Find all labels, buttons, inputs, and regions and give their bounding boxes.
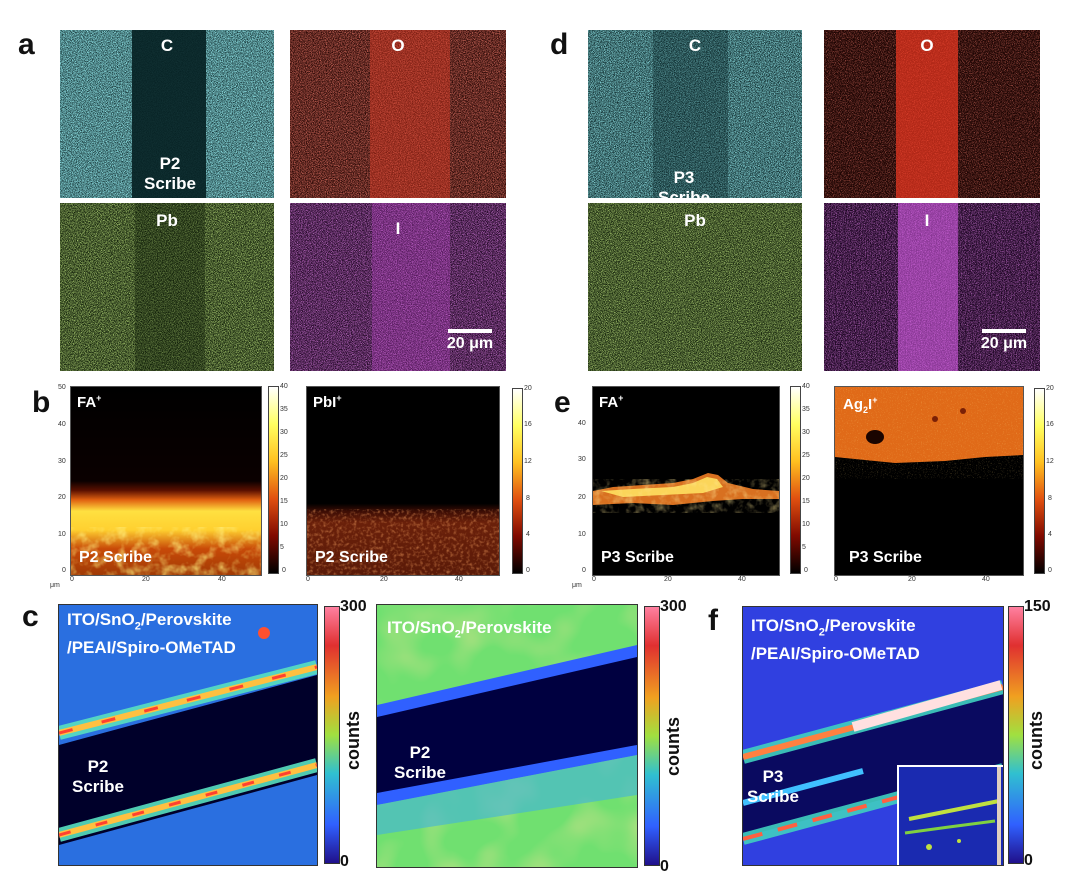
scribe-label-p2: P2 Scribe (394, 743, 446, 782)
pl-map-c-full-stack: ITO/SnO2/Perovskite /PEAI/Spiro-OMeTAD P… (58, 604, 318, 866)
scribe-label-p2: P2 Scribe (315, 549, 388, 566)
colorbar-c-right (644, 606, 660, 866)
eds-map-d-lead: Pb (588, 203, 802, 371)
scribe-label-p2: P2 Scribe (144, 154, 196, 193)
eds-map-a-carbon: C P2 Scribe (60, 30, 274, 198)
tof-map-e-ag2i: Ag2I+ P3 Scribe (834, 386, 1024, 576)
scribe-label-p2: P2 Scribe (72, 757, 124, 796)
colorbar-title-counts: counts (1026, 710, 1046, 770)
y-tick: 0 (62, 567, 66, 574)
panel-label-e: e (554, 386, 571, 419)
element-label-c: C (688, 36, 702, 55)
colorbar-f (1008, 606, 1024, 864)
y-tick: 20 (58, 494, 66, 501)
stack-label: ITO/SnO2/Perovskite (387, 618, 552, 641)
pl-map-c-perovskite: ITO/SnO2/Perovskite P2 Scribe (376, 604, 638, 868)
colorbar-max: 150 (1024, 598, 1051, 615)
colorbar-c-left (324, 606, 340, 864)
element-label-pb: Pb (156, 211, 178, 230)
panel-label-b: b (32, 386, 51, 419)
panel-label-d: d (550, 28, 569, 61)
scribe-label-p3: P3 Scribe (601, 549, 674, 566)
element-label-pb: Pb (684, 211, 706, 230)
element-label-i: I (395, 219, 401, 238)
tof-map-b-pbi: PbI+ P2 Scribe (306, 386, 500, 576)
panel-label-c: c (22, 600, 39, 633)
colorbar-max: 300 (660, 598, 687, 615)
colorbar-title-counts: counts (343, 710, 363, 770)
colorbar-b-right (512, 388, 523, 574)
eds-map-a-oxygen: O (290, 30, 506, 198)
y-tick: 50 (58, 384, 66, 391)
element-label-i: I (924, 211, 930, 230)
inset-map (897, 765, 1003, 865)
scribe-label-p3: P3 Scribe (747, 767, 799, 806)
eds-map-d-carbon: C P3 Scribe (588, 30, 802, 198)
panel-label-a: a (18, 28, 35, 61)
stack-label: ITO/SnO2/Perovskite /PEAI/Spiro-OMeTAD (751, 616, 920, 664)
y-tick: 10 (58, 531, 66, 538)
tof-map-b-fa: FA+ P2 Scribe (70, 386, 262, 576)
ion-label-ag2i: Ag2I+ (843, 395, 878, 415)
y-tick: 40 (58, 421, 66, 428)
eds-map-a-iodine: I 20 μm (290, 203, 506, 371)
pl-map-f-full-stack: ITO/SnO2/Perovskite /PEAI/Spiro-OMeTAD P… (742, 606, 1004, 866)
element-label-o: O (920, 36, 934, 55)
scale-bar-a: 20 μm (440, 329, 500, 353)
tof-map-e-fa: FA+ P3 Scribe (592, 386, 780, 576)
colorbar-e-left (790, 386, 801, 574)
y-tick: 30 (58, 458, 66, 465)
eds-map-d-iodine: I 20 μm (824, 203, 1040, 371)
colorbar-max: 300 (340, 598, 367, 615)
scale-bar-d: 20 μm (974, 329, 1034, 353)
element-label-o: O (391, 36, 405, 55)
colorbar-title-counts: counts (663, 716, 683, 776)
ion-label-pbi: PbI+ (313, 393, 342, 411)
scribe-label-p3: P3 Scribe (849, 549, 922, 566)
colorbar-min: 0 (340, 853, 349, 870)
colorbar-e-right (1034, 388, 1045, 574)
scribe-label-p2: P2 Scribe (79, 549, 152, 566)
ion-label-fa: FA+ (599, 393, 624, 411)
panel-label-f: f (708, 604, 718, 637)
ion-label-fa: FA+ (77, 393, 102, 411)
element-label-c: C (160, 36, 174, 55)
stack-label: ITO/SnO2/Perovskite /PEAI/Spiro-OMeTAD (67, 610, 236, 658)
colorbar-min: 0 (1024, 852, 1033, 869)
eds-map-d-oxygen: O (824, 30, 1040, 198)
colorbar-min: 0 (660, 858, 669, 875)
colorbar-b-left (268, 386, 279, 574)
scribe-label-p3: P3 Scribe (658, 168, 710, 198)
eds-map-a-lead: Pb (60, 203, 274, 371)
